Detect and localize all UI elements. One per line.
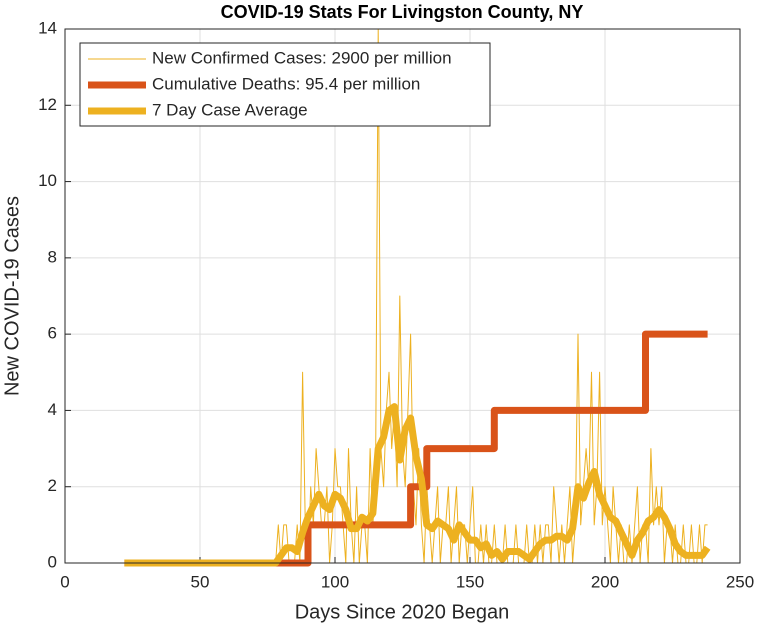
y-tick-label: 2	[48, 476, 57, 495]
y-tick-label: 12	[38, 95, 57, 114]
y-tick-label: 0	[48, 552, 57, 571]
legend-label: 7 Day Case Average	[152, 100, 308, 119]
legend-label: Cumulative Deaths: 95.4 per million	[152, 74, 420, 93]
x-tick-label: 200	[591, 572, 619, 591]
y-tick-label: 8	[48, 247, 57, 266]
chart-title: COVID-19 Stats For Livingston County, NY	[221, 2, 584, 22]
y-axis-label: New COVID-19 Cases	[1, 196, 23, 396]
y-tick-label: 10	[38, 171, 57, 190]
legend-label: New Confirmed Cases: 2900 per million	[152, 48, 452, 67]
legend-box	[79, 42, 491, 127]
x-tick-label: 250	[726, 572, 754, 591]
y-tick-label: 6	[48, 324, 57, 343]
x-tick-label: 50	[191, 572, 210, 591]
plot-frame	[64, 28, 741, 564]
x-tick-label: 150	[456, 572, 484, 591]
y-tick-label: 14	[38, 18, 57, 37]
series-line	[124, 330, 708, 567]
x-tick-label: 100	[321, 572, 349, 591]
x-tick-label: 0	[60, 572, 69, 591]
y-tick-label: 4	[48, 400, 57, 419]
x-axis-label: Days Since 2020 Began	[295, 601, 510, 623]
